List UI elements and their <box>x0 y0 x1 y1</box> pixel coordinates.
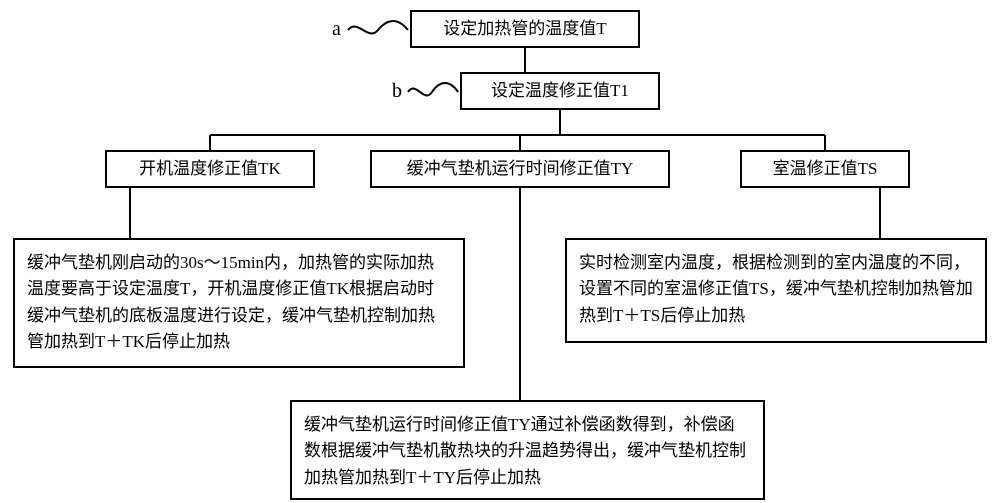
node-tk-header: 开机温度修正值TK <box>105 150 315 188</box>
label-text: b <box>392 80 402 102</box>
node-text: 设定加热管的温度值T <box>443 18 606 40</box>
node-ty-header: 缓冲气垫机运行时间修正值TY <box>370 150 670 188</box>
node-text: 缓冲气垫机刚启动的30s～15min内，加热管的实际加热温度要高于设定温度T，开… <box>27 250 451 355</box>
node-text: 开机温度修正值TK <box>139 158 281 180</box>
node-tk-detail: 缓冲气垫机刚启动的30s～15min内，加热管的实际加热温度要高于设定温度T，开… <box>13 238 465 368</box>
flowchart-canvas: 设定加热管的温度值T 设定温度修正值T1 开机温度修正值TK 缓冲气垫机运行时间… <box>0 0 1000 503</box>
node-text: 室温修正值TS <box>773 158 878 180</box>
node-ty-detail: 缓冲气垫机运行时间修正值TY通过补偿函数得到，补偿函数根据缓冲气垫机散热块的升温… <box>290 400 765 500</box>
node-text: 缓冲气垫机运行时间修正值TY <box>407 158 634 180</box>
label-b: b <box>392 80 402 103</box>
squiggle-b-icon <box>408 83 458 95</box>
node-text: 实时检测室内温度，根据检测到的室内温度的不同，设置不同的室温修正值TS，缓冲气垫… <box>579 250 973 329</box>
node-ts-detail: 实时检测室内温度，根据检测到的室内温度的不同，设置不同的室温修正值TS，缓冲气垫… <box>565 238 987 343</box>
label-text: a <box>332 18 341 40</box>
node-text: 缓冲气垫机运行时间修正值TY通过补偿函数得到，补偿函数根据缓冲气垫机散热块的升温… <box>304 412 751 491</box>
label-a: a <box>332 18 341 41</box>
node-ts-header: 室温修正值TS <box>740 150 910 188</box>
squiggle-a-icon <box>348 21 408 33</box>
node-text: 设定温度修正值T1 <box>491 80 629 102</box>
node-set-temperature-t: 设定加热管的温度值T <box>410 10 640 48</box>
node-set-correction-t1: 设定温度修正值T1 <box>460 72 660 110</box>
